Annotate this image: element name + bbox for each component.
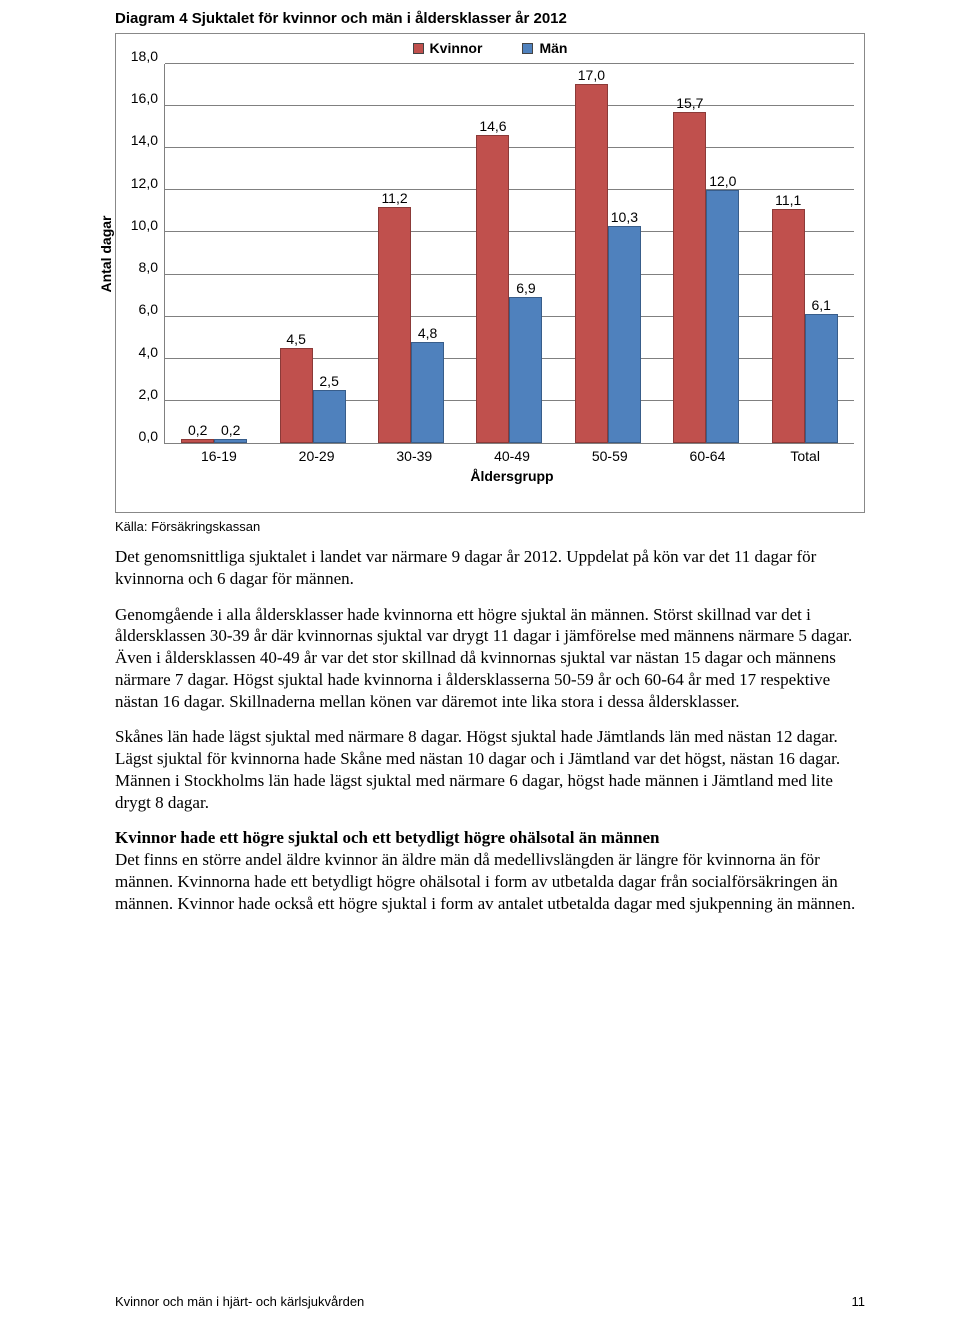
bar-man: 2,5 <box>313 390 346 443</box>
bar-value-label: 6,1 <box>812 297 831 313</box>
y-axis-label: Antal dagar <box>98 215 114 292</box>
chart-title: Diagram 4 Sjuktalet för kvinnor och män … <box>115 10 865 27</box>
paragraph-4: Kvinnor hade ett högre sjuktal och ett b… <box>115 827 865 914</box>
plot-area: 0,20,24,52,511,24,814,66,917,010,315,712… <box>164 64 854 444</box>
bar-value-label: 11,2 <box>381 190 407 206</box>
bar-group: 0,20,2 <box>165 64 263 443</box>
bar-kvinnor: 11,1 <box>772 209 805 443</box>
bar-man: 0,2 <box>214 439 247 443</box>
x-labels: 16-1920-2930-3940-4950-5960-64Total <box>170 448 854 464</box>
bar-value-label: 17,0 <box>578 67 605 83</box>
x-tick-label: 50-59 <box>561 448 659 464</box>
bar-group: 4,52,5 <box>263 64 361 443</box>
legend-item-man: Män <box>522 40 567 56</box>
bar-value-label: 6,9 <box>516 280 535 296</box>
bar-man: 4,8 <box>411 342 444 443</box>
bar-value-label: 10,3 <box>611 209 638 225</box>
x-tick-label: Total <box>756 448 854 464</box>
x-tick-label: 40-49 <box>463 448 561 464</box>
legend-item-kvinnor: Kvinnor <box>413 40 483 56</box>
paragraph-2: Genomgående i alla åldersklasser hade kv… <box>115 604 865 713</box>
bar-man: 6,1 <box>805 314 838 443</box>
page-footer: Kvinnor och män i hjärt- och kärlsjukvår… <box>115 1294 865 1309</box>
bar-kvinnor: 4,5 <box>280 348 313 443</box>
footer-page-number: 11 <box>852 1294 866 1309</box>
bar-kvinnor: 15,7 <box>673 112 706 443</box>
bar-kvinnor: 0,2 <box>181 439 214 443</box>
paragraph-3: Skånes län hade lägst sjuktal med närmar… <box>115 726 865 813</box>
paragraph-4-body: Det finns en större andel äldre kvinnor … <box>115 850 855 913</box>
bar-value-label: 0,2 <box>221 422 240 438</box>
bar-kvinnor: 17,0 <box>575 84 608 443</box>
body-text: Det genomsnittliga sjuktalet i landet va… <box>115 546 865 914</box>
chart-container: Kvinnor Män Antal dagar 0,02,04,06,08,01… <box>115 33 865 513</box>
x-tick-label: 60-64 <box>659 448 757 464</box>
bar-kvinnor: 14,6 <box>476 135 509 443</box>
bar-value-label: 15,7 <box>676 95 703 111</box>
bar-man: 10,3 <box>608 226 641 443</box>
x-axis-label: Åldersgrupp <box>170 468 854 484</box>
bar-value-label: 12,0 <box>709 173 736 189</box>
bar-value-label: 2,5 <box>319 373 338 389</box>
y-ticks: 0,02,04,06,08,010,012,014,016,018,0 <box>126 64 164 444</box>
bar-group: 11,16,1 <box>756 64 854 443</box>
paragraph-4-heading: Kvinnor hade ett högre sjuktal och ett b… <box>115 828 660 847</box>
bar-man: 12,0 <box>706 190 739 443</box>
bar-value-label: 4,8 <box>418 325 437 341</box>
chart-source: Källa: Försäkringskassan <box>115 519 865 534</box>
legend-label-kvinnor: Kvinnor <box>430 40 483 56</box>
bar-group: 17,010,3 <box>559 64 657 443</box>
legend-swatch-kvinnor <box>413 43 424 54</box>
legend-swatch-man <box>522 43 533 54</box>
bar-group: 15,712,0 <box>657 64 755 443</box>
x-tick-label: 16-19 <box>170 448 268 464</box>
chart-legend: Kvinnor Män <box>126 40 854 56</box>
bar-value-label: 4,5 <box>286 331 305 347</box>
x-tick-label: 20-29 <box>268 448 366 464</box>
bar-value-label: 0,2 <box>188 422 207 438</box>
bar-group: 11,24,8 <box>362 64 460 443</box>
x-tick-label: 30-39 <box>365 448 463 464</box>
bar-group: 14,66,9 <box>460 64 558 443</box>
bar-man: 6,9 <box>509 297 542 443</box>
bar-kvinnor: 11,2 <box>378 207 411 443</box>
legend-label-man: Män <box>539 40 567 56</box>
footer-left: Kvinnor och män i hjärt- och kärlsjukvår… <box>115 1294 364 1309</box>
paragraph-1: Det genomsnittliga sjuktalet i landet va… <box>115 546 865 590</box>
bar-value-label: 11,1 <box>775 192 801 208</box>
bar-value-label: 14,6 <box>479 118 506 134</box>
